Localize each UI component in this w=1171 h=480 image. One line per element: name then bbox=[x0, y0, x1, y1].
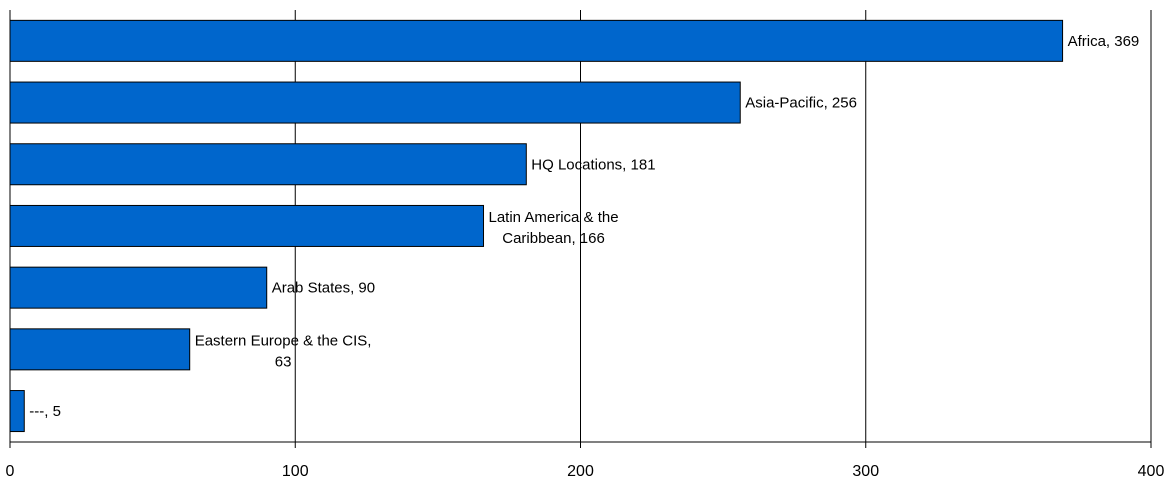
x-tick-label-0: 0 bbox=[6, 463, 15, 480]
x-tick-label-3: 300 bbox=[852, 463, 879, 480]
data-label-3-line-1: Caribbean, 166 bbox=[502, 230, 605, 247]
x-tick-label-4: 400 bbox=[1138, 463, 1165, 480]
bar-1 bbox=[9, 81, 741, 124]
bar-4 bbox=[9, 266, 268, 309]
data-label-4: Arab States, 90 bbox=[272, 280, 375, 297]
data-label-3-line-0: Latin America & the bbox=[489, 209, 619, 226]
bar-3 bbox=[9, 204, 485, 247]
data-label-1: Asia-Pacific, 256 bbox=[745, 95, 857, 112]
bar-6 bbox=[9, 390, 25, 433]
bar-0 bbox=[9, 19, 1064, 62]
data-label-2: HQ Locations, 181 bbox=[531, 156, 655, 173]
x-tick-label-1: 100 bbox=[282, 463, 309, 480]
bar-5 bbox=[9, 328, 191, 371]
bar-2 bbox=[9, 143, 527, 186]
data-label-5-line-1: 63 bbox=[275, 353, 292, 370]
data-label-0: Africa, 369 bbox=[1068, 33, 1140, 50]
x-tick-label-2: 200 bbox=[567, 463, 594, 480]
data-label-6: ---, 5 bbox=[29, 403, 61, 420]
data-label-5-line-0: Eastern Europe & the CIS, bbox=[195, 332, 372, 349]
